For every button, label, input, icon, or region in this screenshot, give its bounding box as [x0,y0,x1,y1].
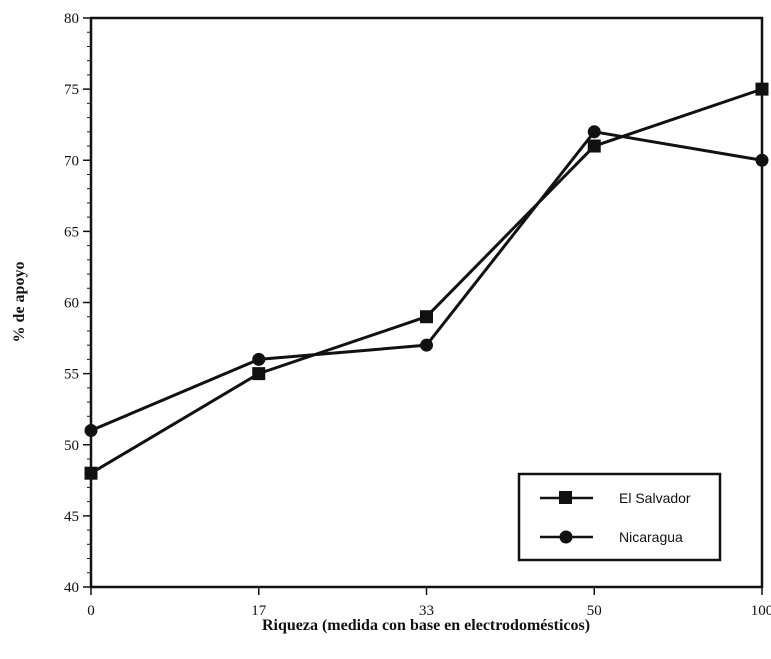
y-tick-label: 50 [64,438,79,454]
legend-marker-nicaragua [559,530,573,544]
x-tick-label: 33 [419,603,434,619]
legend-box [517,472,722,562]
x-axis-ticks: 0 17 33 50 100 [87,587,771,619]
x-axis-title: Riqueza (medida con base en electrodomés… [262,617,590,634]
y-tick-label: 70 [64,153,79,169]
series-line-nicaragua [90,130,763,432]
y-tick-label: 45 [64,509,79,525]
series-layer [84,82,769,480]
data-point-nicaragua [420,338,433,352]
legend-label-nicaragua: Nicaragua [619,529,683,545]
data-point-el-salvador [587,139,601,153]
x-tick-label: 100 [751,603,771,619]
y-tick-label: 40 [64,580,79,596]
x-tick-label: 0 [87,603,95,619]
legend-label-el-salvador: El Salvador [619,490,691,506]
y-axis-ticks: 40 45 50 55 60 65 70 75 80 [64,11,91,596]
y-tick-label: 75 [64,82,79,98]
x-tick-label: 50 [587,603,602,619]
y-axis-title: % de apoyo [11,262,28,343]
x-tick-label: 17 [251,603,267,619]
series-line-el-salvador [90,87,763,475]
legend: El Salvador Nicaragua [517,472,722,562]
data-point-el-salvador [420,310,433,324]
y-tick-label: 80 [64,11,79,27]
y-tick-label: 65 [64,224,79,240]
y-tick-label: 60 [64,296,79,312]
plot-frame [89,16,764,589]
data-point-el-salvador [252,367,266,381]
data-point-nicaragua [587,125,601,139]
y-tick-label: 55 [64,367,79,383]
data-point-nicaragua [252,352,266,366]
legend-marker-el-salvador [559,491,572,504]
